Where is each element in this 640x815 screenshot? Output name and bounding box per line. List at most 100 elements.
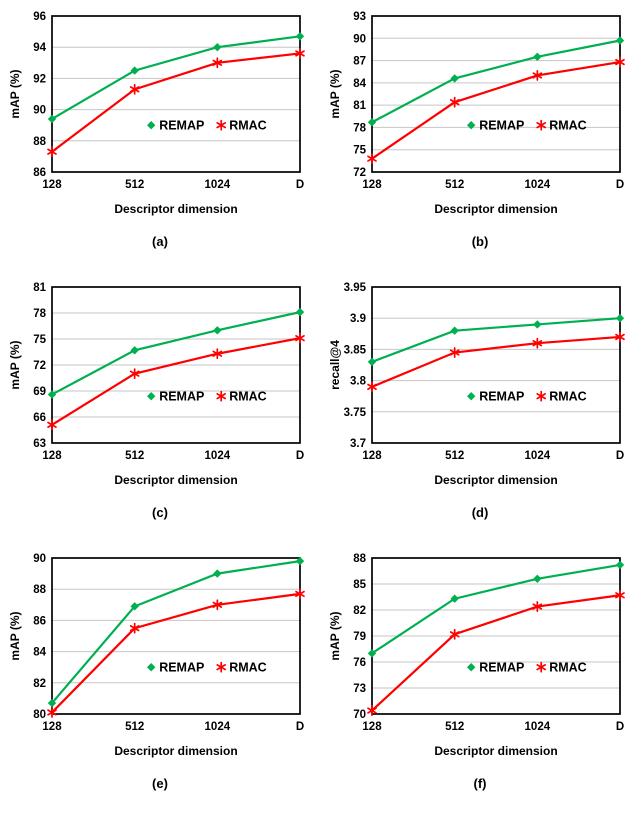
svg-text:mAP (%): mAP (%) bbox=[8, 69, 22, 118]
svg-text:REMAP: REMAP bbox=[159, 119, 204, 133]
svg-text:Descriptor dimension: Descriptor dimension bbox=[434, 202, 557, 216]
svg-text:78: 78 bbox=[353, 122, 366, 134]
svg-text:mAP (%): mAP (%) bbox=[328, 69, 342, 118]
svg-text:D: D bbox=[616, 179, 624, 191]
svg-text:512: 512 bbox=[445, 721, 464, 733]
svg-text:REMAP: REMAP bbox=[479, 661, 524, 675]
svg-text:128: 128 bbox=[42, 450, 62, 462]
svg-text:3.75: 3.75 bbox=[344, 407, 367, 419]
line-chart-e: 80 82 84 86 88 90 128 512 1024 D Descriptor dimens… bbox=[8, 548, 312, 760]
svg-text:94: 94 bbox=[33, 42, 46, 54]
chart-caption-f: (f) bbox=[473, 776, 487, 791]
svg-text:3.9: 3.9 bbox=[350, 313, 366, 325]
svg-text:128: 128 bbox=[362, 721, 382, 733]
line-chart-b: 72 75 78 81 84 87 90 93 128 512 1024 D Descriptor di… bbox=[328, 6, 632, 218]
svg-text:1024: 1024 bbox=[205, 450, 231, 462]
svg-text:D: D bbox=[296, 179, 304, 191]
svg-text:76: 76 bbox=[353, 657, 366, 669]
svg-text:RMAC: RMAC bbox=[229, 661, 267, 675]
svg-text:80: 80 bbox=[33, 709, 46, 721]
svg-text:85: 85 bbox=[353, 579, 366, 591]
svg-text:512: 512 bbox=[125, 721, 144, 733]
svg-text:D: D bbox=[616, 450, 624, 462]
svg-text:87: 87 bbox=[353, 56, 366, 68]
svg-text:mAP (%): mAP (%) bbox=[8, 611, 22, 660]
chart-e: 80 82 84 86 88 90 128 512 1024 D Descriptor dimens… bbox=[0, 544, 320, 815]
svg-text:Descriptor dimension: Descriptor dimension bbox=[114, 744, 237, 758]
svg-text:75: 75 bbox=[33, 334, 46, 346]
svg-text:88: 88 bbox=[353, 553, 366, 565]
svg-text:Descriptor dimension: Descriptor dimension bbox=[114, 473, 237, 487]
svg-text:72: 72 bbox=[353, 167, 366, 179]
svg-text:88: 88 bbox=[33, 584, 46, 596]
line-chart-f: 70 73 76 79 82 85 88 128 512 1024 D Descriptor dime… bbox=[328, 548, 632, 760]
svg-text:RMAC: RMAC bbox=[229, 119, 267, 133]
svg-text:90: 90 bbox=[33, 105, 46, 117]
svg-text:REMAP: REMAP bbox=[479, 390, 524, 404]
svg-text:D: D bbox=[296, 721, 304, 733]
line-chart-a: 86 88 90 92 94 96 128 512 1024 D Descriptor dimens… bbox=[8, 6, 312, 218]
svg-text:69: 69 bbox=[33, 386, 46, 398]
svg-text:D: D bbox=[296, 450, 304, 462]
svg-text:REMAP: REMAP bbox=[479, 119, 524, 133]
svg-text:Descriptor dimension: Descriptor dimension bbox=[434, 744, 557, 758]
svg-text:mAP (%): mAP (%) bbox=[8, 340, 22, 389]
svg-text:1024: 1024 bbox=[525, 450, 551, 462]
svg-text:512: 512 bbox=[125, 450, 144, 462]
svg-text:RMAC: RMAC bbox=[549, 661, 587, 675]
svg-text:3.85: 3.85 bbox=[344, 344, 367, 356]
svg-text:82: 82 bbox=[33, 678, 46, 690]
svg-text:93: 93 bbox=[353, 11, 366, 23]
svg-text:1024: 1024 bbox=[205, 179, 231, 191]
svg-text:72: 72 bbox=[33, 360, 46, 372]
svg-text:128: 128 bbox=[42, 179, 62, 191]
svg-text:86: 86 bbox=[33, 167, 46, 179]
svg-text:1024: 1024 bbox=[525, 179, 551, 191]
line-chart-svg: 3.7 3.75 3.8 3.85 3.9 3.95 128 512 1024 D Descript… bbox=[328, 282, 625, 487]
svg-text:70: 70 bbox=[353, 709, 366, 721]
chart-caption-e: (e) bbox=[152, 776, 168, 791]
svg-text:512: 512 bbox=[445, 450, 464, 462]
svg-text:3.95: 3.95 bbox=[344, 282, 367, 294]
svg-text:128: 128 bbox=[42, 721, 62, 733]
line-chart-svg: 80 82 84 86 88 90 128 512 1024 D Descriptor dimens… bbox=[8, 553, 305, 758]
svg-text:66: 66 bbox=[33, 412, 46, 424]
svg-text:84: 84 bbox=[353, 78, 366, 90]
svg-text:79: 79 bbox=[353, 631, 366, 643]
svg-text:REMAP: REMAP bbox=[159, 661, 204, 675]
chart-d: 3.7 3.75 3.8 3.85 3.9 3.95 128 512 1024 D Descript… bbox=[320, 273, 640, 544]
svg-text:RMAC: RMAC bbox=[229, 390, 267, 404]
svg-text:78: 78 bbox=[33, 308, 46, 320]
line-chart-svg: 63 66 69 72 75 78 81 128 512 1024 D Descriptor dime… bbox=[8, 282, 305, 487]
svg-text:mAP (%): mAP (%) bbox=[328, 611, 342, 660]
chart-caption-c: (c) bbox=[152, 505, 168, 520]
svg-text:128: 128 bbox=[362, 179, 382, 191]
svg-text:512: 512 bbox=[445, 179, 464, 191]
svg-text:82: 82 bbox=[353, 605, 366, 617]
line-chart-svg: 72 75 78 81 84 87 90 93 128 512 1024 D Descriptor di… bbox=[328, 11, 625, 216]
svg-text:recall@4: recall@4 bbox=[328, 340, 342, 390]
svg-text:512: 512 bbox=[125, 179, 144, 191]
chart-caption-a: (a) bbox=[152, 234, 168, 249]
line-chart-d: 3.7 3.75 3.8 3.85 3.9 3.95 128 512 1024 D Descript… bbox=[328, 277, 632, 489]
svg-text:73: 73 bbox=[353, 683, 366, 695]
svg-text:3.7: 3.7 bbox=[350, 438, 366, 450]
svg-text:3.8: 3.8 bbox=[350, 376, 367, 388]
svg-text:88: 88 bbox=[33, 136, 46, 148]
svg-text:75: 75 bbox=[353, 145, 366, 157]
chart-b: 72 75 78 81 84 87 90 93 128 512 1024 D Descriptor di… bbox=[320, 2, 640, 273]
svg-text:Descriptor dimension: Descriptor dimension bbox=[434, 473, 557, 487]
svg-text:63: 63 bbox=[33, 438, 46, 450]
svg-text:81: 81 bbox=[33, 282, 46, 294]
svg-text:1024: 1024 bbox=[205, 721, 231, 733]
svg-text:D: D bbox=[616, 721, 624, 733]
svg-text:128: 128 bbox=[362, 450, 382, 462]
chart-f: 70 73 76 79 82 85 88 128 512 1024 D Descriptor dime… bbox=[320, 544, 640, 815]
svg-text:92: 92 bbox=[33, 73, 46, 85]
chart-caption-b: (b) bbox=[471, 234, 489, 249]
line-chart-c: 63 66 69 72 75 78 81 128 512 1024 D Descriptor dime… bbox=[8, 277, 312, 489]
chart-caption-d: (d) bbox=[471, 505, 489, 520]
svg-text:Descriptor dimension: Descriptor dimension bbox=[114, 202, 237, 216]
svg-text:90: 90 bbox=[33, 553, 46, 565]
